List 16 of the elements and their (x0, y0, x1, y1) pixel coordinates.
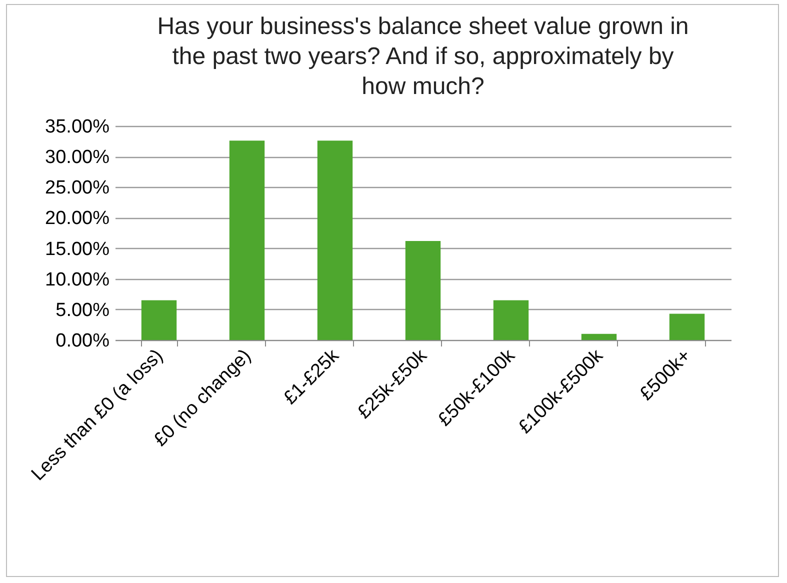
bar (229, 140, 265, 340)
chart-title: Has your business's balance sheet value grown in the past two years? And if so, approximately by how much? (157, 13, 689, 100)
y-tick-label: 10.00% (45, 269, 110, 290)
bar (581, 334, 617, 340)
bar (669, 314, 705, 340)
y-tick-label: 35.00% (45, 116, 110, 138)
bar (317, 140, 353, 340)
y-tick-label: 0.00% (56, 330, 110, 352)
y-tick-label: 5.00% (56, 300, 110, 321)
y-tick-label: 25.00% (45, 178, 110, 199)
y-tick-label: 15.00% (45, 238, 110, 260)
bar (405, 240, 441, 340)
y-tick-label: 30.00% (45, 147, 110, 168)
bar (141, 300, 177, 340)
bar (493, 300, 529, 340)
y-tick-label: 20.00% (45, 208, 110, 230)
